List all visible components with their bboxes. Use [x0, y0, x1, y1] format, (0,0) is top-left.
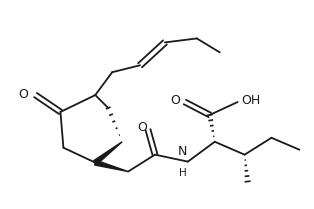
Text: H: H: [179, 168, 187, 178]
Text: O: O: [137, 121, 147, 134]
Text: O: O: [170, 94, 180, 107]
Polygon shape: [95, 160, 128, 172]
Text: OH: OH: [242, 94, 261, 107]
Text: O: O: [19, 88, 29, 101]
Text: N: N: [177, 145, 187, 158]
Polygon shape: [94, 142, 122, 164]
